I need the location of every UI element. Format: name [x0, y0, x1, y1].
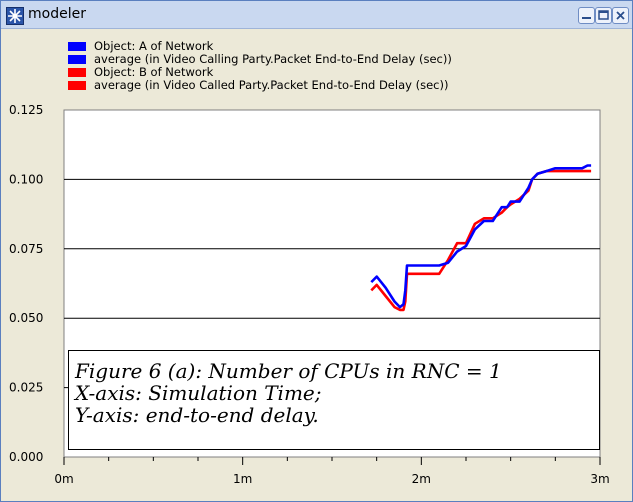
- x-tick-label: 3m: [590, 472, 609, 486]
- minimize-icon[interactable]: [578, 7, 595, 24]
- caption-line-1: Figure 6 (a): Number of CPUs in RNC = 1: [75, 359, 502, 383]
- y-tick-label: 0.125: [9, 103, 43, 117]
- restore-icon[interactable]: [595, 7, 612, 24]
- legend-swatch-blue: [68, 55, 86, 64]
- legend-swatch-red: [68, 81, 86, 90]
- y-tick-label: 0.075: [9, 242, 43, 256]
- y-tick-label: 0.000: [9, 450, 43, 464]
- legend-swatch-blue: [68, 42, 86, 51]
- x-tick-label: 0m: [54, 472, 73, 486]
- legend-label: Object: B of Network: [94, 65, 214, 79]
- y-tick-label: 0.050: [9, 311, 43, 325]
- window-title: modeler: [28, 6, 86, 22]
- x-tick-label: 1m: [233, 472, 252, 486]
- y-tick-label: 0.100: [9, 172, 43, 186]
- title-bar[interactable]: modeler: [1, 1, 632, 29]
- caption-line-2: X-axis: Simulation Time;: [75, 381, 322, 405]
- legend-label: average (in Video Calling Party.Packet E…: [94, 52, 452, 66]
- series-line-called-party: [370, 169, 592, 312]
- legend-label: Object: A of Network: [94, 39, 214, 53]
- legend-label: average (in Video Called Party.Packet En…: [94, 78, 449, 92]
- close-icon[interactable]: [612, 7, 629, 24]
- x-tick-label: 2m: [412, 472, 431, 486]
- legend-swatch-red: [68, 68, 86, 77]
- star-icon[interactable]: [6, 7, 24, 25]
- y-tick-label: 0.025: [9, 381, 43, 395]
- caption-line-3: Y-axis: end-to-end delay.: [75, 403, 319, 427]
- series-line-calling-party: [370, 164, 592, 309]
- figure-caption-box: Figure 6 (a): Number of CPUs in RNC = 1 …: [68, 350, 600, 450]
